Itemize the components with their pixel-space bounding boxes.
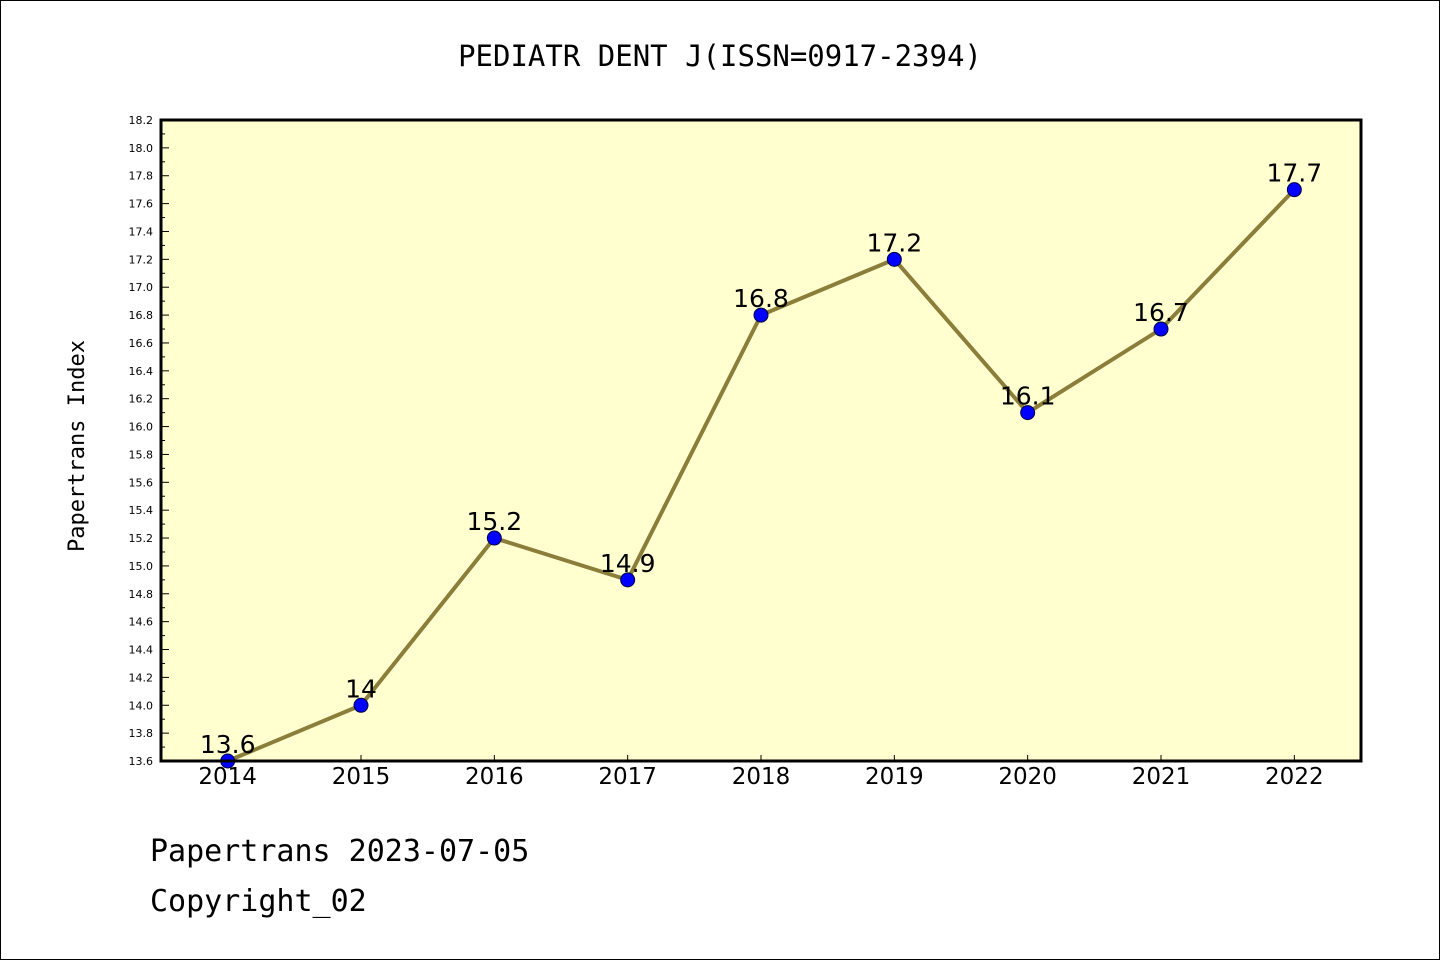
x-tick-label: 2022	[1265, 764, 1324, 790]
y-tick-label: 16.6	[129, 337, 154, 350]
y-tick-label: 14.4	[129, 644, 154, 657]
y-tick-label: 17.4	[129, 225, 154, 238]
plot-border	[159, 118, 1363, 763]
y-tick-label: 15.0	[129, 560, 154, 573]
data-point-marker	[1020, 405, 1036, 421]
data-point-marker	[753, 307, 769, 323]
y-tick-label: 18.0	[129, 142, 154, 155]
y-tick-label: 16.0	[129, 421, 154, 434]
data-point-marker	[620, 572, 636, 588]
chart-title: PEDIATR DENT J(ISSN=0917-2394)	[458, 39, 982, 73]
plot-area	[161, 120, 1361, 761]
data-point-marker	[486, 530, 502, 546]
x-tick-label: 2018	[732, 764, 791, 790]
x-tick-label: 2016	[465, 764, 524, 790]
data-point-label: 15.2	[466, 507, 522, 536]
data-point-label: 14.9	[600, 549, 656, 578]
x-tick-label: 2015	[332, 764, 391, 790]
y-tick-label: 16.2	[129, 393, 154, 406]
data-point-marker	[1286, 182, 1302, 198]
y-axis-label: Papertrans Index	[65, 340, 90, 552]
data-point-label: 16.7	[1133, 298, 1189, 327]
data-point-label: 16.8	[733, 284, 789, 313]
series-markers	[220, 182, 1302, 769]
y-tick-label: 13.8	[129, 727, 154, 740]
x-tick-label: 2019	[865, 764, 924, 790]
y-tick-label: 14.2	[129, 671, 154, 684]
data-point-label: 16.1	[1000, 382, 1056, 411]
y-tick-label: 15.8	[129, 448, 154, 461]
y-tick-label: 17.6	[129, 198, 154, 211]
data-point-marker	[886, 251, 902, 267]
data-point-marker	[353, 697, 369, 713]
y-tick-label: 16.8	[129, 309, 154, 322]
y-tick-label: 16.4	[129, 365, 154, 378]
footer-date-text: Papertrans 2023-07-05	[150, 834, 530, 869]
y-tick-label: 14.6	[129, 616, 154, 629]
y-tick-label: 18.2	[129, 114, 154, 127]
y-tick-label: 14.0	[129, 699, 154, 712]
data-point-label: 17.7	[1266, 159, 1322, 188]
data-point-label: 13.6	[200, 730, 256, 759]
x-tick-label: 2021	[1132, 764, 1191, 790]
y-tick-label: 14.8	[129, 588, 154, 601]
data-point-label: 17.2	[866, 228, 922, 257]
data-point-marker	[1153, 321, 1169, 337]
y-tick-label: 15.4	[129, 504, 154, 517]
y-tick-label: 17.8	[129, 170, 154, 183]
footer-copyright-text: Copyright_02	[150, 884, 367, 919]
data-point-label: 14	[345, 674, 377, 703]
y-tick-label: 15.2	[129, 532, 154, 545]
y-tick-label: 17.2	[129, 253, 154, 266]
data-labels: 13.6 14 15.2 14.9 16.8 17.2 16.1 16.7 17.7	[200, 159, 1322, 759]
x-tick-label: 2017	[598, 764, 657, 790]
x-tick-label: 2020	[998, 764, 1057, 790]
y-tick-label: 13.6	[129, 755, 154, 768]
y-tick-label: 17.0	[129, 281, 154, 294]
y-tick-label: 15.6	[129, 476, 154, 489]
x-axis: 2014 2015 2016 2017 2018 2019 2020 2021 2022	[198, 755, 1324, 790]
